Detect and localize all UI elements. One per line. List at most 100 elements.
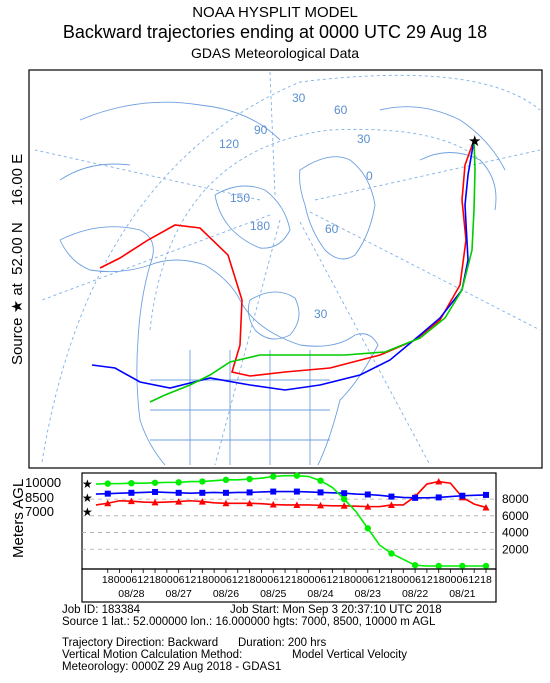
north-america-coast [136, 259, 379, 466]
time-axis: 1812060018120600181206001812060018120600… [102, 569, 492, 600]
time-tick-label: 12 [421, 574, 433, 586]
time-tick-label: 06 [267, 574, 279, 586]
start-height-10000-label: 10000 [25, 475, 61, 490]
height-point-10000 [459, 562, 466, 570]
time-tick-label: 00 [114, 574, 126, 586]
time-tick-label: 12 [232, 574, 244, 586]
grid-meridian-150 [34, 149, 261, 201]
height-series-8500 [95, 490, 487, 499]
source-info: Source 1 lat.: 52.000000 lon.: 16.000000… [62, 616, 436, 628]
grid-meridian-90 [214, 219, 281, 466]
height-point-7000 [151, 498, 159, 506]
time-tick-label: 12 [468, 574, 480, 586]
map-panel: 30 60 90 120 150 180 0 30 60 30 ★ [34, 71, 541, 466]
start-height-8500-label: 8500 [25, 490, 54, 505]
model-title: NOAA HYSPLIT MODEL [192, 4, 358, 21]
height-point-7000 [435, 478, 443, 485]
map-grid-labels: 30 60 90 120 150 180 0 30 60 30 [219, 91, 373, 321]
height-point-7000 [482, 503, 490, 511]
job-id: Job ID: 183384 [62, 604, 141, 616]
height-point-10000 [482, 562, 490, 570]
height-point-8500 [341, 490, 348, 497]
time-tick-label: 06 [362, 574, 374, 586]
time-date-label: 08/23 [355, 588, 381, 600]
vertical-motion-value: Model Vertical Velocity [292, 649, 408, 661]
height-point-8500 [128, 489, 135, 496]
trajectory-direction: Trajectory Direction: Backward [62, 637, 219, 649]
time-date-label: 08/21 [449, 588, 475, 600]
height-point-7000 [222, 499, 230, 507]
time-tick-label: 18 [433, 574, 445, 586]
time-tick-label: 06 [409, 574, 421, 586]
height-point-8500 [246, 489, 253, 496]
height-point-7000 [269, 501, 277, 508]
map-label: 60 [334, 103, 348, 117]
height-point-10000 [317, 477, 324, 484]
height-panel-series [95, 472, 490, 570]
time-date-label: 08/25 [260, 588, 286, 600]
time-tick-label: 18 [102, 574, 114, 586]
height-point-7000 [175, 498, 183, 505]
height-point-7000 [364, 503, 372, 510]
height-point-10000 [222, 476, 230, 484]
height-tick-labels: 8000 6000 4000 2000 [502, 492, 529, 556]
grid-meridian-30 [309, 211, 541, 331]
time-date-label: 08/28 [118, 588, 144, 600]
time-tick-label: 12 [137, 574, 149, 586]
height-point-8500 [152, 488, 159, 495]
time-tick-label: 00 [445, 574, 457, 586]
height-point-10000 [411, 561, 419, 569]
time-tick-label: 00 [208, 574, 220, 586]
height-point-8500 [104, 490, 111, 497]
time-tick-label: 00 [303, 574, 315, 586]
hudson-bay-coast [247, 291, 300, 340]
time-tick-label: 06 [220, 574, 232, 586]
time-tick-label: 18 [244, 574, 256, 586]
height-point-10000 [364, 525, 371, 532]
time-axis-frame [81, 568, 497, 603]
height-grid [82, 498, 496, 550]
map-trajectory-7000 [99, 139, 475, 377]
time-tick-label: 12 [326, 574, 338, 586]
height-point-10000 [175, 479, 182, 486]
time-tick-label: 18 [338, 574, 350, 586]
height-point-7000 [198, 498, 206, 505]
height-point-10000 [246, 475, 253, 483]
grid-circle-30 [41, 74, 541, 463]
height-point-8500 [364, 491, 371, 498]
map-label: 30 [357, 132, 371, 146]
start-star-icon: ★ [82, 505, 93, 519]
grid-meridian-120 [41, 214, 271, 301]
height-tick-label: 4000 [502, 526, 529, 540]
map-label: 30 [292, 91, 306, 105]
greenland-coast [299, 156, 376, 260]
map-frame [28, 69, 543, 469]
height-point-7000 [246, 499, 254, 507]
map-label: 180 [250, 219, 270, 233]
height-point-8500 [293, 488, 300, 495]
start-height-labels: 10000 8500 7000 ★ ★ ★ [25, 475, 93, 519]
data-source-label: GDAS Meteorological Data [190, 45, 360, 61]
height-tick-label: 6000 [502, 509, 529, 523]
height-point-10000 [128, 480, 135, 487]
height-point-10000 [340, 495, 348, 503]
time-tick-label: 00 [350, 574, 362, 586]
grid-meridian-0 [314, 149, 541, 201]
time-tick-label: 18 [196, 574, 208, 586]
height-point-8500 [412, 494, 419, 501]
time-tick-label: 18 [291, 574, 303, 586]
lat-lon-grid [34, 71, 541, 466]
height-point-8500 [483, 491, 489, 498]
start-star-icon: ★ [82, 477, 93, 491]
start-height-7000-label: 7000 [25, 504, 54, 519]
height-tick-label: 2000 [502, 542, 529, 556]
height-point-8500 [222, 489, 229, 496]
height-point-10000 [104, 480, 111, 487]
time-tick-label: 06 [457, 574, 469, 586]
height-point-10000 [151, 479, 159, 486]
map-label: 90 [254, 123, 268, 137]
alaska-coast [59, 226, 154, 273]
map-label: 60 [325, 222, 339, 236]
time-tick-label: 18 [480, 574, 492, 586]
